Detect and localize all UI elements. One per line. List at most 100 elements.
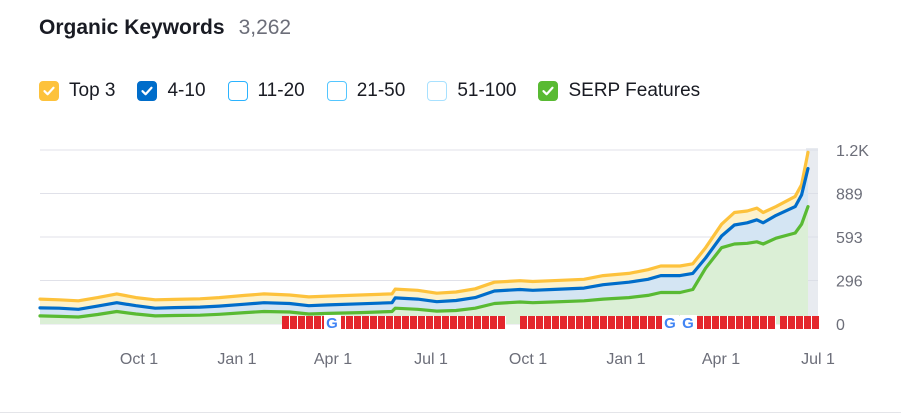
legend-label: SERP Features	[568, 80, 701, 101]
current-period-band	[806, 148, 818, 324]
google-update-bg	[324, 315, 341, 330]
x-tick-label: Apr 1	[702, 351, 740, 368]
event-marker	[466, 316, 473, 329]
legend-item-11-20[interactable]: 11-20	[227, 80, 305, 102]
event-marker	[306, 316, 313, 329]
event-marker	[426, 316, 433, 329]
checkbox-icon[interactable]	[427, 81, 448, 101]
event-marker	[410, 316, 417, 329]
checkbox-icon[interactable]	[227, 81, 248, 101]
event-marker	[760, 316, 767, 329]
event-marker	[434, 316, 441, 329]
event-marker	[780, 316, 787, 329]
event-marker	[314, 316, 321, 329]
event-marker	[728, 316, 735, 329]
event-marker	[592, 316, 599, 329]
event-marker	[632, 316, 639, 329]
event-marker	[796, 316, 803, 329]
legend-item-serp-features[interactable]: SERP Features	[538, 80, 700, 102]
series-line-top-3	[38, 150, 810, 303]
chart-lines	[38, 150, 810, 319]
event-marker	[576, 316, 583, 329]
event-marker	[482, 316, 489, 329]
event-marker	[298, 316, 305, 329]
event-marker	[442, 316, 449, 329]
x-axis: Oct 1 Jan 1 Apr 1 Jul 1 Oct 1 Jan 1 Apr 1 Jul 1	[120, 351, 835, 368]
event-marker	[458, 316, 465, 329]
event-marker	[744, 316, 751, 329]
legend-label: 11-20	[257, 80, 305, 101]
y-tick-label: 296	[836, 274, 863, 291]
y-axis: 0 296 593 889 1.2K	[836, 143, 869, 334]
series-line-serp-features	[38, 205, 810, 319]
event-marker	[608, 316, 615, 329]
event-marker	[624, 316, 631, 329]
event-marker	[354, 316, 361, 329]
y-tick-label: 593	[836, 230, 863, 247]
event-marker	[696, 316, 703, 329]
event-marker	[290, 316, 297, 329]
event-marker	[394, 316, 401, 329]
event-marker	[752, 316, 759, 329]
event-marker	[282, 316, 289, 329]
checkbox-icon[interactable]	[39, 81, 59, 101]
widget-header: Organic Keywords 3,262	[39, 16, 291, 40]
event-marker	[544, 316, 551, 329]
event-marker	[584, 316, 591, 329]
event-marker	[656, 316, 663, 329]
event-marker	[402, 316, 409, 329]
event-marker	[346, 316, 353, 329]
event-marker	[712, 316, 719, 329]
event-marker	[338, 316, 345, 329]
event-marker	[498, 316, 505, 329]
checkbox-icon[interactable]	[326, 81, 347, 101]
x-tick-label: Jan 1	[606, 351, 645, 368]
legend-item-top-3[interactable]: Top 3	[39, 80, 115, 102]
event-marker	[804, 316, 811, 329]
google-update-icon: G	[664, 315, 676, 332]
series-line-4-10	[38, 166, 810, 311]
event-marker	[560, 316, 567, 329]
event-marker	[378, 316, 385, 329]
event-marker	[370, 316, 377, 329]
event-marker	[704, 316, 711, 329]
event-marker	[520, 316, 527, 329]
y-tick-label: 1.2K	[836, 143, 869, 160]
event-marker	[616, 316, 623, 329]
x-tick-label: Jan 1	[217, 351, 256, 368]
event-marker	[768, 316, 775, 329]
google-update-bg	[680, 315, 697, 330]
event-marker	[474, 316, 481, 329]
keyword-count: 3,262	[238, 16, 292, 39]
y-tick-label: 889	[836, 187, 863, 204]
checkbox-icon[interactable]	[137, 81, 158, 101]
x-tick-label: Oct 1	[120, 351, 158, 368]
event-marker	[648, 316, 655, 329]
legend-item-51-100[interactable]: 51-100	[427, 80, 516, 102]
event-marker	[600, 316, 607, 329]
event-marker	[536, 316, 543, 329]
series-area-top-3	[40, 152, 808, 324]
event-marker	[812, 316, 819, 329]
legend-item-4-10[interactable]: 4-10	[137, 80, 206, 102]
legend-label: 51-100	[457, 80, 517, 101]
x-tick-label: Oct 1	[509, 351, 547, 368]
event-marker	[450, 316, 457, 329]
legend-item-21-50[interactable]: 21-50	[326, 80, 406, 102]
google-update-icon: G	[682, 315, 694, 332]
event-marker	[736, 316, 743, 329]
x-tick-label: Jul 1	[801, 351, 835, 368]
event-marker	[362, 316, 369, 329]
checkbox-icon[interactable]	[538, 81, 559, 101]
legend-label: Top 3	[69, 80, 116, 101]
google-update-bg	[662, 315, 679, 330]
widget-title: Organic Keywords	[39, 16, 225, 39]
x-tick-label: Jul 1	[414, 351, 448, 368]
event-marker	[386, 316, 393, 329]
event-marker	[552, 316, 559, 329]
series-area-4-10	[40, 168, 808, 324]
legend-label: 21-50	[356, 80, 406, 101]
chart-grid	[40, 148, 818, 325]
event-marker	[418, 316, 425, 329]
